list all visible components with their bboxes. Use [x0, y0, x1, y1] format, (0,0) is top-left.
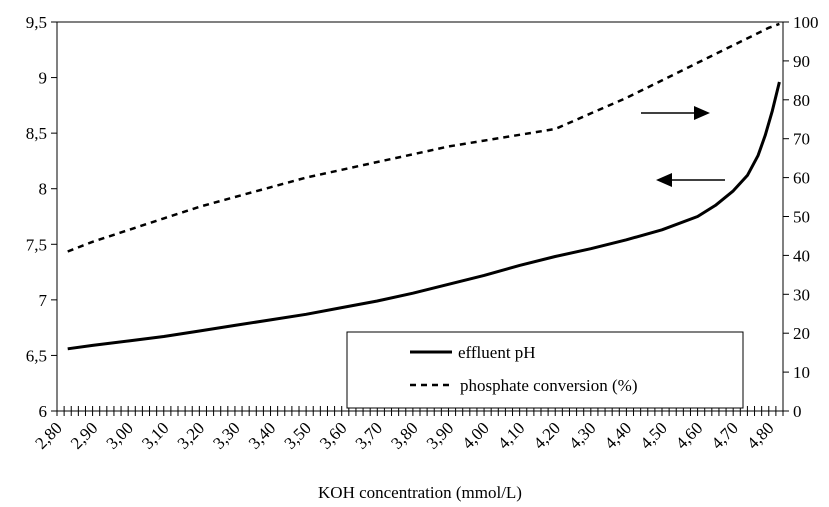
y-left-tick-label: 9 — [39, 69, 48, 88]
y-left-tick-label: 7,5 — [26, 235, 47, 254]
legend-label-phosphate-conversion: phosphate conversion (%) — [460, 376, 638, 395]
x-tick-label: 3,20 — [174, 418, 208, 452]
y-right-tick-label: 20 — [793, 324, 810, 343]
legend-box — [346, 331, 744, 409]
x-tick-label: 4,30 — [565, 418, 599, 452]
y-right-tick-label: 50 — [793, 208, 810, 227]
x-tick-label: 3,50 — [280, 418, 314, 452]
x-tick-label: 4,10 — [494, 418, 528, 452]
x-tick-label: 3,40 — [245, 418, 279, 452]
y-right-tick-label: 70 — [793, 130, 810, 149]
x-tick-label: 3,00 — [103, 418, 137, 452]
arrow-right-head — [694, 106, 710, 120]
y-right-tick-label: 10 — [793, 363, 810, 382]
x-tick-label: 2,90 — [67, 418, 101, 452]
y-left-axis: 6 6,5 7 7,5 8 8,5 9 9,5 — [26, 13, 57, 421]
series-line-effluent-ph — [67, 81, 781, 351]
x-tick-label: 3,60 — [316, 418, 350, 452]
x-tick-label: 2,80 — [31, 418, 65, 452]
x-axis-title: KOH concentration (mmol/L) — [318, 483, 522, 502]
y-left-tick-label: 6,5 — [26, 346, 47, 365]
series-layer — [67, 22, 781, 351]
x-tick-label: 4,00 — [458, 418, 492, 452]
y-right-tick-label: 0 — [793, 402, 802, 421]
x-tick-label: 3,80 — [387, 418, 421, 452]
y-right-tick-label: 90 — [793, 52, 810, 71]
x-tick-label: 4,80 — [743, 418, 777, 452]
y-left-tick-label: 9,5 — [26, 13, 47, 32]
x-tick-label: 4,60 — [672, 418, 706, 452]
series-line-phosphate-conversion — [67, 22, 780, 253]
legend-label-effluent-ph: effluent pH — [458, 343, 536, 362]
y-right-tick-label: 100 — [793, 13, 819, 32]
arrow-left-head — [656, 173, 672, 187]
x-tick-label: 3,30 — [209, 418, 243, 452]
x-axis: 2,80 2,90 3,00 3,10 3,20 3,30 3,40 3,50 3,60 3,70… — [31, 406, 784, 453]
y-right-tick-label: 60 — [793, 169, 810, 188]
y-left-tick-label: 6 — [39, 402, 48, 421]
y-left-tick-label: 7 — [39, 291, 48, 310]
x-tick-label: 4,40 — [601, 418, 635, 452]
y-left-tick-label: 8 — [39, 180, 48, 199]
y-left-tick-label: 8,5 — [26, 124, 47, 143]
x-tick-label: 3,10 — [138, 418, 172, 452]
x-tick-label: 4,70 — [708, 418, 742, 452]
x-tick-label: 3,90 — [423, 418, 457, 452]
annotations — [641, 106, 725, 187]
x-tick-label: 3,70 — [352, 418, 386, 452]
x-tick-label: 4,20 — [530, 418, 564, 452]
x-tick-label: 4,50 — [636, 418, 670, 452]
y-right-axis: 0 10 20 30 40 50 60 70 80 90 100 — [783, 13, 819, 421]
legend: effluent pH phosphate conversion (%) — [346, 331, 744, 409]
y-right-tick-label: 80 — [793, 91, 810, 110]
y-right-tick-label: 30 — [793, 285, 810, 304]
y-right-tick-label: 40 — [793, 246, 810, 265]
